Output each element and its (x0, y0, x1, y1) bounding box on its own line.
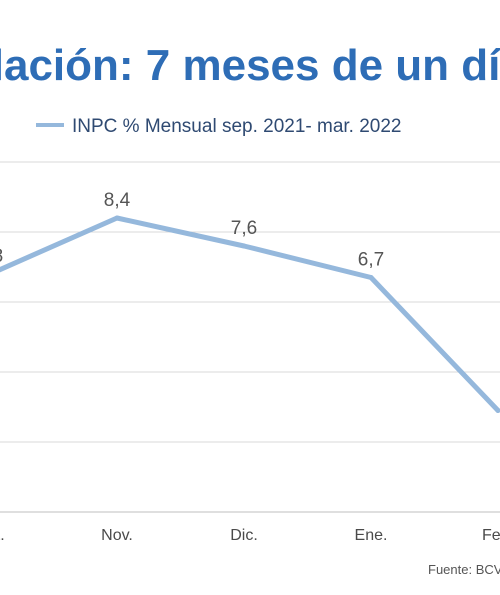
legend: INPC % Mensual sep. 2021- mar. 2022 (36, 116, 402, 137)
x-axis-ticks: Oct. Nov. Dic. Ene. Feb. (0, 527, 500, 544)
series-layer (0, 215, 500, 413)
x-tick-label: Nov. (101, 527, 133, 544)
data-point (241, 243, 247, 249)
source-note: Fuente: BCV (428, 562, 500, 577)
series-line (0, 215, 500, 413)
chart-title: Inflación: 7 meses de un dígito (0, 41, 500, 90)
data-point (368, 275, 374, 280)
x-tick-label: Dic. (230, 527, 258, 544)
data-point (114, 215, 120, 221)
x-tick-label: Ene. (355, 527, 388, 544)
legend-label: INPC % Mensual sep. 2021- mar. 2022 (72, 116, 402, 137)
data-labels: 6,8 8,4 7,6 6,7 (0, 190, 384, 271)
data-point (495, 408, 500, 413)
data-label: 8,4 (104, 190, 131, 211)
data-label: 6,8 (0, 246, 3, 267)
x-tick-label: Feb. (482, 527, 500, 544)
data-label: 7,6 (231, 218, 257, 239)
data-label: 6,7 (358, 250, 384, 271)
x-tick-label: Oct. (0, 527, 5, 544)
